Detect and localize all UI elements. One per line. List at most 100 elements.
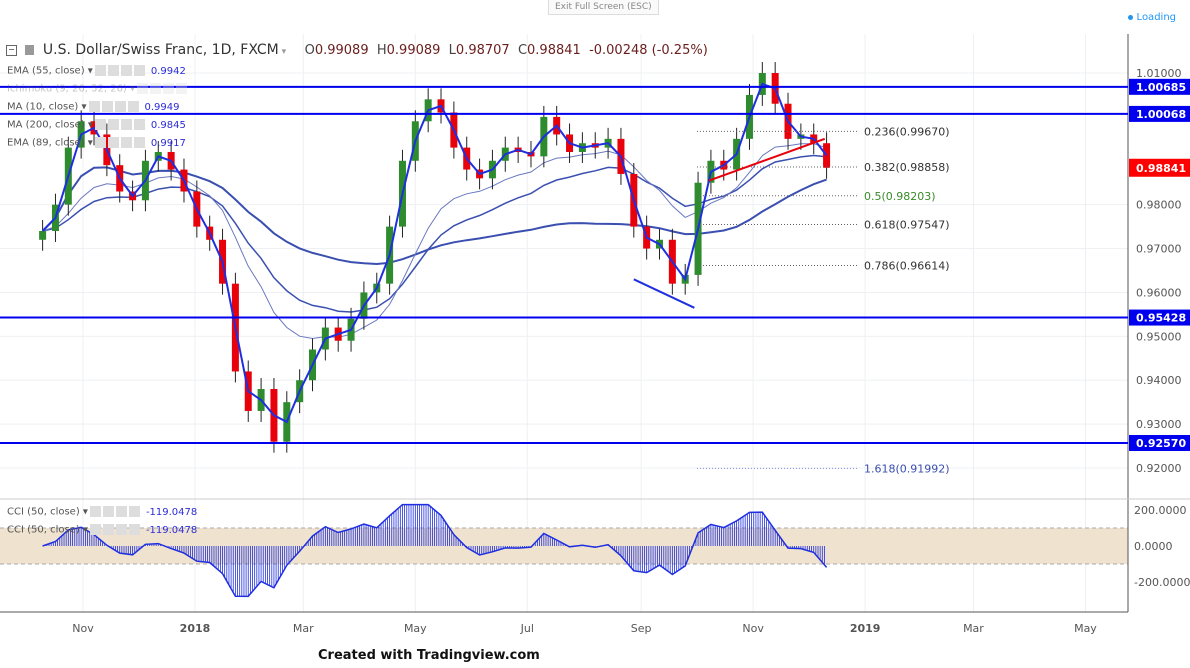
time-tick-label: May	[1074, 622, 1097, 635]
indicator-value: -119.0478	[145, 524, 198, 536]
level-price-label: 0.92570	[1136, 437, 1186, 450]
fib-level-label: 0.786(0.96614)	[864, 260, 950, 273]
gear-icon[interactable]	[102, 506, 114, 517]
exit-fullscreen-button[interactable]: Exit Full Screen (ESC)	[548, 0, 659, 15]
flag-icon	[25, 45, 35, 55]
collapse-icon[interactable]: −	[6, 44, 17, 56]
time-tick-label: Mar	[963, 622, 984, 635]
indicator-legend[interactable]: Ichimoku (9, 26, 52, 26) ▾	[7, 83, 193, 95]
trendline	[708, 137, 826, 182]
close-icon[interactable]	[133, 119, 145, 130]
last-price-tag	[1129, 158, 1190, 177]
price-tick-label: 0.95000	[1136, 330, 1182, 343]
level-price-tag	[1129, 434, 1190, 451]
gear-icon[interactable]	[101, 101, 113, 112]
price-tick-label: 0.93000	[1136, 418, 1182, 431]
loading-text: Loading	[1136, 12, 1176, 23]
plus-icon[interactable]	[115, 506, 127, 517]
cci-legend[interactable]: CCI (50, close) ▾ -119.0478	[7, 524, 197, 536]
gear-icon[interactable]	[102, 524, 114, 535]
indicator-label: Ichimoku (9, 26, 52, 26) ▾	[7, 83, 136, 95]
indicator-value: 0.9942	[150, 65, 186, 77]
time-tick-label: 2018	[180, 622, 211, 635]
eye-icon[interactable]	[89, 506, 101, 517]
ma-10-line	[41, 82, 828, 424]
eye-icon[interactable]	[94, 65, 106, 76]
level-price-label: 0.95428	[1136, 312, 1186, 325]
fib-level-label: 0.236(0.99670)	[864, 125, 950, 138]
indicator-legend[interactable]: EMA (89, close) ▾ 0.9917	[7, 137, 186, 149]
gear-icon[interactable]	[107, 119, 119, 130]
level-price-tag	[1129, 78, 1190, 95]
time-tick-label: Sep	[631, 622, 652, 635]
price-tick-label: 0.92000	[1136, 462, 1182, 475]
indicator-label: EMA (89, close) ▾	[7, 137, 93, 149]
plus-icon[interactable]	[120, 65, 132, 76]
cci-tick-label: 200.0000	[1134, 504, 1187, 517]
fib-level-label: 0.618(0.97547)	[864, 219, 950, 232]
price-tick-label: 0.94000	[1136, 374, 1182, 387]
plus-icon[interactable]	[114, 101, 126, 112]
eye-icon[interactable]	[94, 137, 106, 148]
level-price-tag	[1129, 309, 1190, 326]
cci-tick-label: 0.0000	[1134, 540, 1173, 553]
time-tick-label: May	[404, 622, 427, 635]
indicator-value: -119.0478	[145, 506, 198, 518]
time-tick-label: Mar	[293, 622, 314, 635]
close-icon[interactable]	[133, 65, 145, 76]
indicator-label: CCI (50, close) ▾	[7, 524, 88, 536]
time-tick-label: Nov	[742, 622, 764, 635]
price-tick-label: 0.97000	[1136, 243, 1182, 256]
time-tick-label: 2019	[850, 622, 881, 635]
plus-icon[interactable]	[115, 524, 127, 535]
indicator-label: EMA (55, close) ▾	[7, 65, 93, 77]
cci-legend[interactable]: CCI (50, close) ▾ -119.0478	[7, 506, 197, 518]
eye-icon[interactable]	[89, 524, 101, 535]
symbol-title[interactable]: U.S. Dollar/Swiss Franc, 1D, FXCM	[42, 42, 279, 58]
indicator-value: 0.9949	[144, 101, 180, 113]
footer-credit: Created with Tradingview.com	[318, 648, 540, 663]
close-icon[interactable]	[127, 101, 139, 112]
indicator-legend[interactable]: MA (200, close) ▾ 0.9845	[7, 119, 186, 131]
close-icon[interactable]	[176, 83, 188, 94]
time-tick-label: Nov	[72, 622, 94, 635]
close-icon[interactable]	[128, 506, 140, 517]
eye-icon[interactable]	[137, 83, 149, 94]
cci-line	[42, 503, 828, 598]
candle-body	[39, 231, 47, 240]
indicator-legend[interactable]: EMA (55, close) ▾ 0.9942	[7, 65, 186, 77]
symbol-header: − U.S. Dollar/Swiss Franc, 1D, FXCM ▾ O0…	[6, 42, 708, 58]
indicator-label: MA (10, close) ▾	[7, 101, 87, 113]
gear-icon[interactable]	[107, 137, 119, 148]
high-value: 0.99089	[386, 43, 441, 58]
loading-dot-icon	[1127, 14, 1133, 20]
level-price-tag	[1129, 105, 1190, 122]
time-tick-label: Jul	[520, 622, 534, 635]
indicator-legend[interactable]: MA (10, close) ▾ 0.9949	[7, 101, 180, 113]
close-icon[interactable]	[133, 137, 145, 148]
gear-icon[interactable]	[150, 83, 162, 94]
open-value: 0.99089	[314, 43, 369, 58]
close-value: 0.98841	[527, 43, 581, 58]
plus-icon[interactable]	[120, 137, 132, 148]
close-icon[interactable]	[128, 524, 140, 535]
eye-icon[interactable]	[94, 119, 106, 130]
eye-icon[interactable]	[88, 101, 100, 112]
gear-icon[interactable]	[107, 65, 119, 76]
plus-icon[interactable]	[120, 119, 132, 130]
fib-level-label: 0.382(0.98858)	[864, 161, 950, 174]
indicator-value: 0.9917	[150, 137, 186, 149]
loading-indicator: Loading	[1127, 12, 1176, 23]
level-price-label: 1.00685	[1136, 81, 1186, 94]
indicator-value: 0.9845	[150, 119, 186, 131]
indicator-label: CCI (50, close) ▾	[7, 506, 88, 518]
top-bar: Exit Full Screen (ESC) Loading	[0, 0, 1190, 34]
trendline	[633, 278, 695, 309]
price-tick-label: 0.98000	[1136, 199, 1182, 212]
fib-level-label: 0.5(0.98203)	[864, 190, 936, 203]
cci-tick-label: -200.0000	[1134, 576, 1190, 589]
ohlc-values: O0.99089 H0.99089 L0.98707 C0.98841 -0.0…	[304, 43, 708, 58]
low-value: 0.98707	[455, 43, 510, 58]
plus-icon[interactable]	[163, 83, 175, 94]
